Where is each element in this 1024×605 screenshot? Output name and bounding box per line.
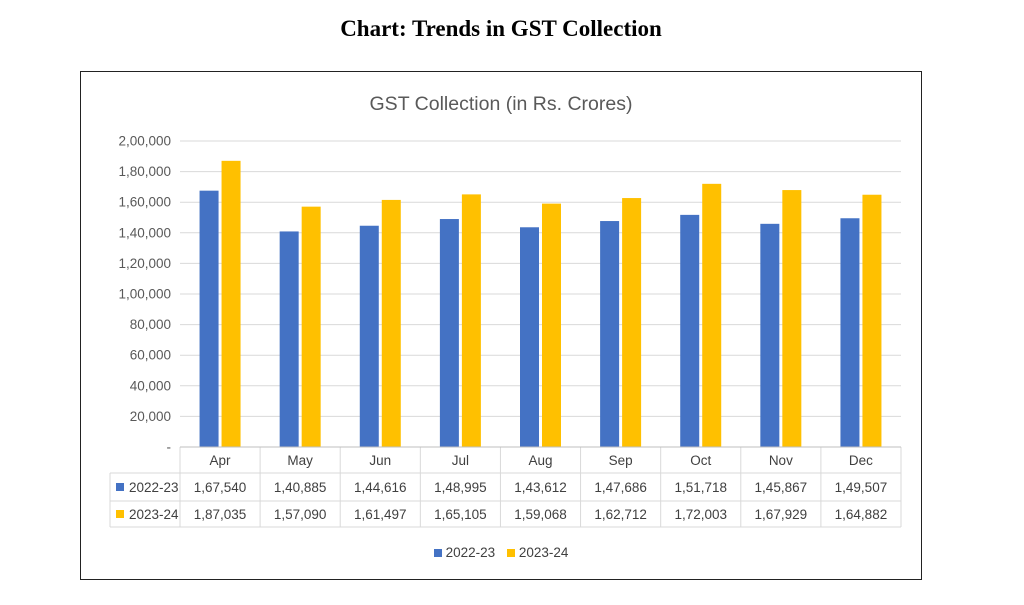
bar-2022-23-dec — [840, 218, 860, 447]
bar-2022-23-jun — [359, 225, 379, 447]
y-tick-label: 80,000 — [130, 317, 171, 332]
x-tick-label-jul: Jul — [452, 453, 469, 468]
table-value-2022-23-aug: 1,43,612 — [514, 480, 567, 495]
y-tick-label: 20,000 — [130, 409, 171, 424]
table-value-2023-24-nov: 1,67,929 — [755, 507, 808, 522]
table-value-2022-23-may: 1,40,885 — [274, 480, 327, 495]
chart-frame — [80, 71, 922, 580]
chart-legend: 2022-23 2023-24 — [0, 545, 1002, 560]
table-value-2022-23-sep: 1,47,686 — [594, 480, 647, 495]
table-value-2023-24-may: 1,57,090 — [274, 507, 327, 522]
table-value-2022-23-oct: 1,51,718 — [674, 480, 727, 495]
y-tick-label: 1,40,000 — [118, 225, 171, 240]
bar-2022-23-may — [279, 231, 299, 447]
bar-2022-23-nov — [760, 223, 780, 447]
y-tick-label: 1,60,000 — [118, 195, 171, 210]
legend-item-2023-24: 2023-24 — [506, 545, 569, 560]
table-value-2023-24-sep: 1,62,712 — [594, 507, 647, 522]
table-series-label-2023-24: 2023-24 — [129, 507, 179, 522]
bar-2023-24-jun — [381, 199, 401, 447]
x-tick-label-aug: Aug — [528, 453, 552, 468]
y-tick-label: 1,80,000 — [118, 164, 171, 179]
bar-2023-24-nov — [782, 190, 802, 447]
x-tick-label-apr: Apr — [210, 453, 232, 468]
legend-swatch-2022-23 — [433, 549, 442, 557]
table-value-2022-23-dec: 1,49,507 — [835, 480, 888, 495]
table-value-2022-23-jul: 1,48,995 — [434, 480, 487, 495]
bar-2023-24-jul — [461, 194, 481, 447]
x-tick-label-dec: Dec — [849, 453, 873, 468]
legend-item-2022-23: 2022-23 — [433, 545, 496, 560]
table-value-2023-24-jun: 1,61,497 — [354, 507, 407, 522]
table-value-2022-23-nov: 1,45,867 — [755, 480, 808, 495]
x-tick-label-sep: Sep — [609, 453, 633, 468]
legend-label-2023-24: 2023-24 — [518, 545, 569, 560]
table-swatch-2023-24 — [116, 510, 124, 518]
bar-2023-24-sep — [622, 198, 642, 447]
bar-2022-23-jul — [439, 219, 459, 447]
table-value-2023-24-apr: 1,87,035 — [194, 507, 247, 522]
bar-2023-24-dec — [862, 194, 882, 447]
y-tick-label: 1,20,000 — [118, 256, 171, 271]
table-swatch-2022-23 — [116, 483, 124, 491]
bar-2022-23-aug — [520, 227, 539, 447]
page-title: Chart: Trends in GST Collection — [340, 16, 662, 41]
y-tick-label: 40,000 — [130, 378, 171, 393]
bar-2023-24-apr — [221, 160, 241, 447]
y-tick-label: 60,000 — [130, 348, 171, 363]
table-value-2023-24-oct: 1,72,003 — [674, 507, 727, 522]
y-tick-label: 2,00,000 — [118, 134, 171, 149]
bar-2022-23-oct — [680, 214, 700, 447]
legend-label-2022-23: 2022-23 — [445, 545, 496, 560]
bar-2023-24-may — [301, 206, 321, 447]
table-series-label-2022-23: 2022-23 — [129, 480, 179, 495]
bar-2022-23-apr — [199, 190, 219, 447]
bar-2022-23-sep — [600, 221, 620, 447]
x-tick-label-jun: Jun — [369, 453, 391, 468]
x-tick-label-nov: Nov — [769, 453, 793, 468]
y-tick-label: 1,00,000 — [118, 287, 171, 302]
table-value-2023-24-jul: 1,65,105 — [434, 507, 487, 522]
x-tick-label-may: May — [287, 453, 313, 468]
chart-title: GST Collection (in Rs. Crores) — [370, 93, 633, 115]
table-value-2022-23-jun: 1,44,616 — [354, 480, 407, 495]
table-value-2022-23-apr: 1,67,540 — [194, 480, 247, 495]
table-value-2023-24-aug: 1,59,068 — [514, 507, 567, 522]
x-tick-label-oct: Oct — [690, 453, 711, 468]
bar-2023-24-oct — [702, 183, 722, 448]
y-tick-label: - — [167, 440, 172, 455]
bar-2023-24-aug — [542, 203, 561, 447]
legend-swatch-2023-24 — [506, 549, 515, 557]
table-value-2023-24-dec: 1,64,882 — [835, 507, 888, 522]
